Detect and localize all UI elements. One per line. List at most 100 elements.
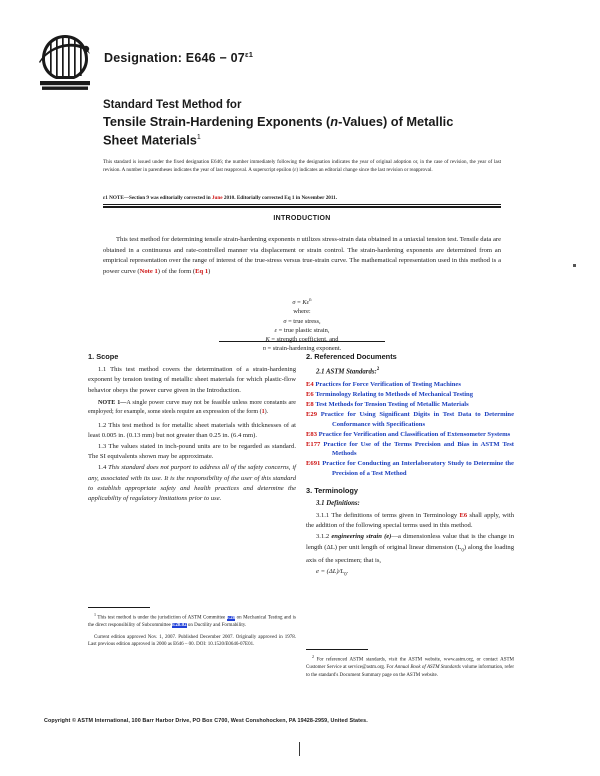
link-eq-1[interactable]: Eq 1 xyxy=(195,267,209,275)
correction-note-red: June xyxy=(211,195,223,201)
reference-id[interactable]: E8 xyxy=(306,400,314,408)
intro-text-d: ) xyxy=(208,267,211,275)
link-subcommittee-e28-02[interactable]: E28.02 xyxy=(172,623,187,629)
eq-K: K xyxy=(302,299,307,307)
note-1-tail: ). xyxy=(264,409,269,416)
paragraph-1-2: 1.2 This test method is for metallic she… xyxy=(88,421,296,439)
title-line-2: Tensile Strain-Hardening Exponents (n-Va… xyxy=(103,114,503,131)
power-curve-equation: σ = Kεn where: σ = true stress, ε = true… xyxy=(103,296,501,353)
def3-symbol: K xyxy=(265,335,270,343)
footnote-1-text-a: This test method is under the jurisdicti… xyxy=(96,615,227,621)
term-engineering-strain: engineering strain (e) xyxy=(331,533,392,541)
footnote-1-marker: 1 xyxy=(94,612,96,617)
correction-note-a: NOTE—Section 9 was editorially corrected… xyxy=(107,195,212,201)
subheading-definitions: 3.1 Definitions: xyxy=(316,499,360,507)
designation-superscript: ε1 xyxy=(244,50,254,59)
eq-sigma: σ xyxy=(292,299,296,307)
def1-text: = true stress, xyxy=(286,317,321,325)
title-line-2-italic: n xyxy=(330,113,339,129)
epsilon-marker: ε xyxy=(103,195,106,201)
divider-thin xyxy=(103,204,501,205)
designation-label: Designation: xyxy=(104,51,183,66)
correction-note-c: November 2011. xyxy=(301,195,338,201)
note-1-text: A single power curve may not be feasible… xyxy=(88,399,296,416)
intro-text-a: This test method for determining tensile… xyxy=(116,236,297,243)
list-item[interactable]: E177 Practice for Use of the Terms Preci… xyxy=(306,440,514,459)
def3-text: = strength coefficient, and xyxy=(269,335,339,343)
equation-def-1: σ = true stress, xyxy=(103,317,501,326)
paragraph-1-4: 1.4 This standard does not purport to ad… xyxy=(88,463,296,504)
link-note-1[interactable]: Note 1 xyxy=(139,267,158,275)
equation-def-2: ε = true plastic strain, xyxy=(103,326,501,335)
reference-id[interactable]: E6 xyxy=(306,390,314,398)
list-item[interactable]: E83 Practice for Verification and Classi… xyxy=(306,430,514,440)
eq-epsilon: ε xyxy=(306,299,310,307)
footnotes-right: 2 For referenced ASTM standards, visit t… xyxy=(306,653,514,683)
para-3-1-1-text-b: shall apply, with the addition of the fo… xyxy=(306,512,515,530)
equation-def-4: n = strain-hardening exponent. xyxy=(103,344,501,353)
engineering-strain-equation: e = (ΔL)/L xyxy=(316,568,345,576)
def4-text: = strain-hardening exponent. xyxy=(265,345,342,353)
intro-text-c: ) of the form ( xyxy=(157,267,196,275)
paragraph-3-1-2: 3.1.2 engineering strain (e)—a dimension… xyxy=(306,532,514,566)
standard-boilerplate: This standard is issued under the fixed … xyxy=(103,159,501,174)
designation-number: E646 − 07 xyxy=(185,51,245,66)
equation-where: where: xyxy=(293,308,311,316)
para-3-1-1-number: 3.1.1 xyxy=(316,512,332,520)
footnote-1-text-b: on Mechanical Testing and is the direct … xyxy=(88,615,297,629)
def1-symbol: σ xyxy=(283,317,287,325)
section-heading-scope: 1. Scope xyxy=(88,352,119,361)
list-item[interactable]: E4 Practices for Force Verification of T… xyxy=(306,380,514,390)
paragraph-1-3: 1.3 The values stated in inch-pound unit… xyxy=(88,443,296,461)
reference-title[interactable]: Practices for Force Verification of Test… xyxy=(315,380,461,388)
reference-title[interactable]: Terminology Relating to Methods of Mecha… xyxy=(315,390,473,398)
title-line-2-b: -Values) of Metallic xyxy=(338,113,454,129)
introduction-heading: INTRODUCTION xyxy=(273,215,331,222)
footnotes-left: 1 This test method is under the jurisdic… xyxy=(88,611,296,653)
link-ref-e6[interactable]: E6 xyxy=(459,512,468,520)
reference-id[interactable]: E691 xyxy=(306,460,321,468)
def2-symbol: ε xyxy=(274,326,278,334)
reference-id[interactable]: E83 xyxy=(306,430,317,438)
title-line-2-a: Tensile Strain-Hardening Exponents ( xyxy=(103,113,331,129)
list-item[interactable]: E691 Practice for Conducting an Interlab… xyxy=(306,459,514,478)
section-heading-terminology: 3. Terminology xyxy=(306,485,359,495)
paragraph-3-1-1: 3.1.1 The definitions of terms given in … xyxy=(306,511,514,531)
astm-international-logo-icon xyxy=(36,32,94,92)
intro-text-b: utilizes stress-strain data obtained in … xyxy=(103,236,501,275)
list-item[interactable]: E8 Test Methods for Tension Testing of M… xyxy=(306,400,514,410)
title-line-3: Sheet Materials1 xyxy=(103,130,503,149)
note-1-label: NOTE 1— xyxy=(98,399,127,406)
paragraph-1-4-number: 1.4 xyxy=(98,464,109,472)
right-column: 2. Referenced Documents 2.1 ASTM Standar… xyxy=(306,352,514,582)
para-3-1-2-text-b: ) along the loading axis of the specimen… xyxy=(306,543,515,565)
list-item[interactable]: E29 Practice for Using Significant Digit… xyxy=(306,410,514,429)
astm-standards-label: 2.1 ASTM Standards: xyxy=(316,368,377,376)
reference-title[interactable]: Practice for Using Significant Digits in… xyxy=(320,410,514,428)
equation-underline xyxy=(219,341,385,342)
page-edge-mark xyxy=(573,264,576,267)
list-item[interactable]: E6 Terminology Relating to Methods of Me… xyxy=(306,390,514,400)
reference-id[interactable]: E4 xyxy=(306,380,314,388)
reference-id[interactable]: E29 xyxy=(306,410,317,418)
footnote-divider-left xyxy=(88,607,150,608)
link-ref-1[interactable]: 1 xyxy=(261,409,265,416)
section-heading-referenced-documents: 2. Referenced Documents xyxy=(306,352,397,361)
link-committee-e28[interactable]: E28 xyxy=(226,615,236,621)
para-3-1-2-subscript: 0 xyxy=(461,547,464,553)
paragraph-1-1: 1.1 This test method covers the determin… xyxy=(88,366,296,394)
title-footnote-marker: 1 xyxy=(196,134,201,141)
designation: Designation: E646 − 07ε1 xyxy=(104,50,253,65)
reference-title[interactable]: Test Methods for Tension Testing of Meta… xyxy=(315,400,469,408)
footnote-2: 2 For referenced ASTM standards, visit t… xyxy=(306,653,514,679)
reference-id[interactable]: E177 xyxy=(306,440,321,448)
reference-title[interactable]: Practice for Verification and Classifica… xyxy=(318,430,511,438)
reference-title[interactable]: Practice for Conducting an Interlaborato… xyxy=(322,460,514,478)
footnote-divider-right xyxy=(306,649,368,650)
footnote-1-edition: Current edition approved Nov. 1, 2007. P… xyxy=(88,634,296,648)
subheading-astm-standards: 2.1 ASTM Standards:2 xyxy=(306,365,514,377)
para-3-1-2-number: 3.1.2 xyxy=(316,533,332,541)
equation-def-3: K = strength coefficient, and xyxy=(103,335,501,344)
reference-title[interactable]: Practice for Use of the Terms Precision … xyxy=(323,440,514,458)
title-line-3-text: Sheet Materials xyxy=(103,132,197,148)
